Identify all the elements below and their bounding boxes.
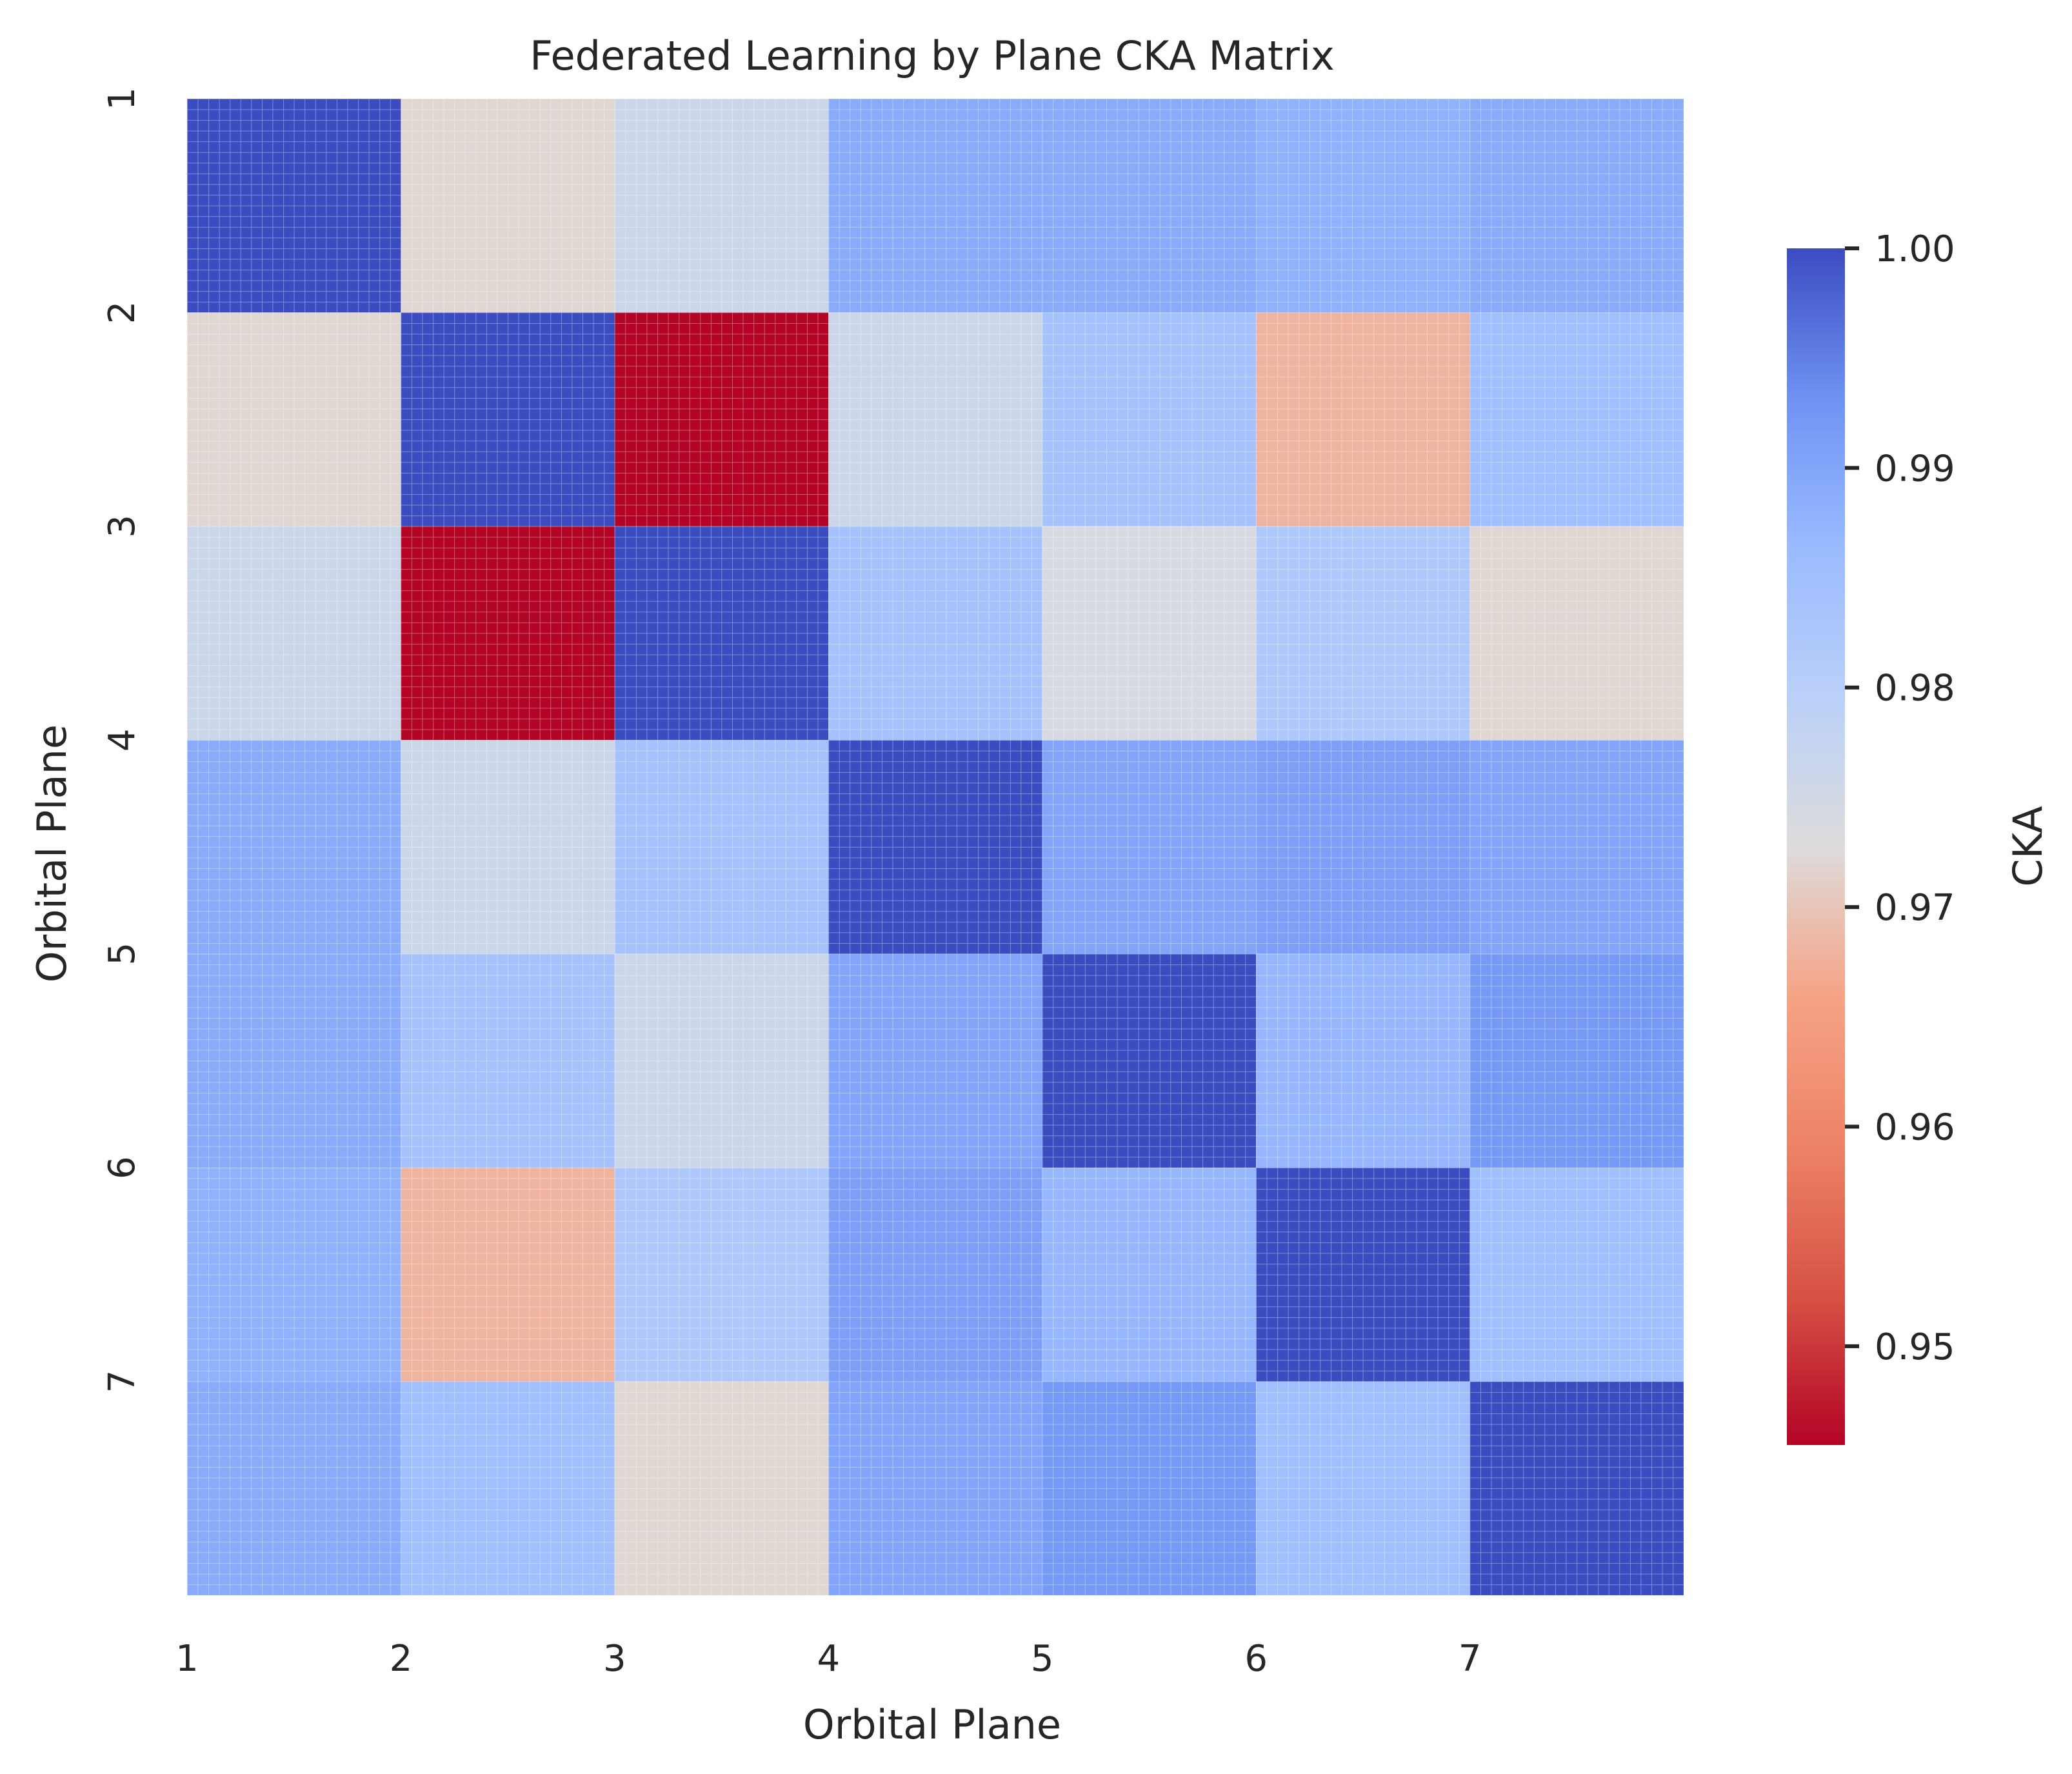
colorbar-tick-label: 0.98	[1875, 668, 1955, 710]
y-tick-label: 5	[101, 942, 143, 966]
x-tick-label: 7	[1459, 1638, 1482, 1680]
x-tick-label: 6	[1244, 1638, 1268, 1680]
colorbar-ticks: 0.95 0.96 0.97 0.98 0.99 1.00	[1845, 228, 1955, 1368]
y-tick-label: 2	[101, 301, 143, 324]
colorbar-tick-label: 0.95	[1875, 1326, 1955, 1368]
y-tick-label: 6	[101, 1156, 143, 1179]
colorbar-label: CKA	[2004, 806, 2051, 886]
x-axis-ticks: 1 2 3 4 5 6 7	[175, 1638, 1481, 1680]
x-axis-label: Orbital Plane	[803, 1701, 1061, 1748]
x-tick-label: 4	[817, 1638, 840, 1680]
heatmap-grid-overlay	[187, 99, 1684, 1595]
heatmap-cells	[187, 99, 1684, 1595]
colorbar-tick-label: 0.96	[1875, 1106, 1955, 1148]
y-tick-label: 3	[101, 515, 143, 538]
colorbar-tick-label: 0.99	[1875, 448, 1955, 490]
y-axis-label: Orbital Plane	[28, 724, 75, 982]
colorbar-tick-label: 1.00	[1875, 228, 1955, 270]
x-tick-label: 1	[175, 1638, 199, 1680]
x-tick-label: 3	[603, 1638, 626, 1680]
y-tick-label: 1	[101, 87, 143, 110]
colorbar	[1787, 248, 1845, 1445]
colorbar-tick-label: 0.97	[1875, 887, 1955, 929]
y-tick-label: 7	[101, 1370, 143, 1393]
chart-title: Federated Learning by Plane CKA Matrix	[530, 32, 1334, 79]
y-axis-ticks: 1 2 3 4 5 6 7	[101, 87, 143, 1393]
y-tick-label: 4	[101, 728, 143, 752]
x-tick-label: 5	[1031, 1638, 1054, 1680]
x-tick-label: 2	[390, 1638, 413, 1680]
